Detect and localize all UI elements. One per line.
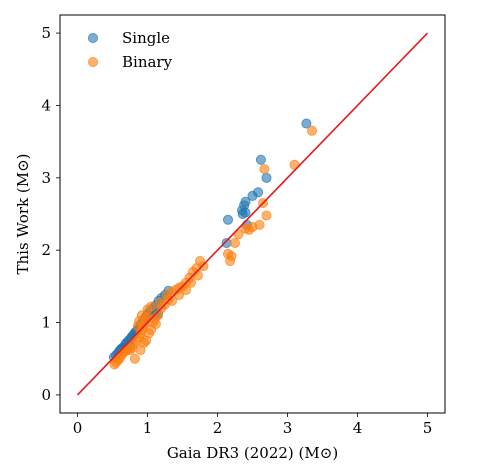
point-binary-42 [180,284,191,295]
x-tick-label-3: 3 [283,419,293,437]
point-binary-67 [306,125,317,136]
x-tick-label-1: 1 [143,419,153,437]
point-binary-11 [129,353,140,364]
point-binary-46 [145,301,156,312]
point-binary-21 [135,345,146,356]
point-binary-48 [150,318,161,329]
point-single-46 [261,172,272,183]
y-tick-label-5: 5 [41,24,51,42]
legend-marker-binary [88,57,99,68]
point-single-40 [240,196,251,207]
point-single-45 [255,154,266,165]
point-binary-63 [259,164,270,175]
point-binary-57 [229,237,240,248]
point-single-44 [253,187,264,198]
point-binary-52 [162,290,173,301]
points-layer [108,118,317,370]
y-tick-label-2: 2 [41,241,51,259]
x-tick-label-2: 2 [213,419,223,437]
legend: Single Binary [88,29,173,71]
ticks-layer: 0 1 2 3 4 5 0 1 2 3 4 5 [41,24,432,437]
point-binary-39 [192,270,203,281]
x-tick-label-0: 0 [73,419,83,437]
point-binary-65 [247,222,258,233]
point-binary-53 [185,277,196,288]
point-single-42 [240,207,251,218]
reference-line-layer [76,32,429,396]
y-tick-label-1: 1 [41,314,51,332]
y-tick-label-3: 3 [41,169,51,187]
x-axis-label: Gaia DR3 (2022) (M⊙) [167,444,338,462]
point-binary-56 [225,256,236,267]
y-tick-label-0: 0 [41,386,51,404]
point-binary-64 [261,210,272,221]
x-tick-label-4: 4 [353,419,363,437]
point-binary-50 [134,316,145,327]
identity-line [76,32,429,396]
plot-frame [59,14,446,414]
point-binary-41 [198,261,209,272]
point-single-36 [222,214,233,225]
legend-label-binary: Binary [122,53,173,71]
point-binary-51 [155,297,166,308]
y-tick-label-4: 4 [41,96,51,114]
legend-label-single: Single [122,29,170,47]
point-single-48 [301,118,312,129]
series-binary [109,125,317,370]
x-tick-label-5: 5 [423,419,433,437]
legend-marker-single [88,33,99,44]
y-axis-label: This Work (M⊙) [14,153,32,274]
